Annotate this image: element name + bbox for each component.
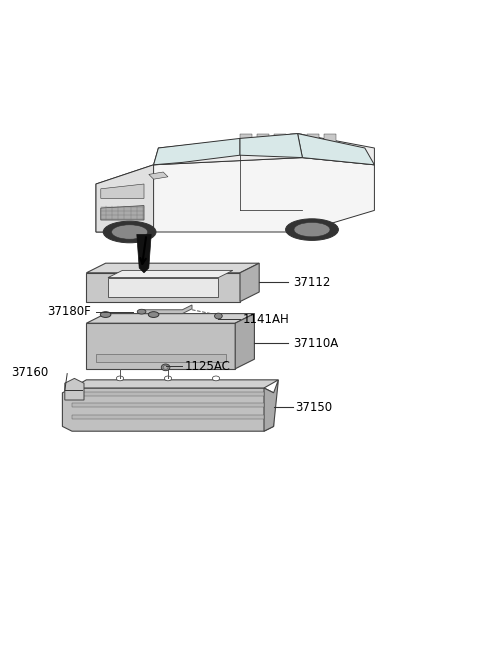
Polygon shape <box>144 305 192 314</box>
Polygon shape <box>72 380 278 388</box>
Ellipse shape <box>215 313 222 319</box>
Ellipse shape <box>100 312 111 318</box>
Polygon shape <box>154 138 240 165</box>
Ellipse shape <box>112 225 148 239</box>
Polygon shape <box>72 415 264 419</box>
Polygon shape <box>101 184 144 198</box>
Ellipse shape <box>294 222 330 237</box>
Polygon shape <box>72 392 264 396</box>
Polygon shape <box>149 172 168 179</box>
Polygon shape <box>72 403 264 407</box>
Polygon shape <box>257 134 269 150</box>
Polygon shape <box>307 134 319 150</box>
Polygon shape <box>86 323 235 369</box>
Ellipse shape <box>148 312 159 318</box>
Text: 1125AC: 1125AC <box>185 360 231 373</box>
Text: 37180F: 37180F <box>48 305 91 318</box>
Ellipse shape <box>286 219 338 240</box>
Polygon shape <box>96 157 374 232</box>
Text: 37110A: 37110A <box>293 337 338 350</box>
Polygon shape <box>137 234 151 273</box>
Polygon shape <box>96 165 154 232</box>
Ellipse shape <box>161 364 170 371</box>
Polygon shape <box>264 380 278 431</box>
Polygon shape <box>108 277 218 297</box>
Text: 37112: 37112 <box>293 276 330 289</box>
Polygon shape <box>235 314 254 369</box>
Polygon shape <box>101 205 144 220</box>
Text: 37150: 37150 <box>295 401 332 414</box>
Polygon shape <box>86 273 240 302</box>
Polygon shape <box>324 134 336 150</box>
Polygon shape <box>290 134 302 150</box>
Polygon shape <box>298 134 374 165</box>
Polygon shape <box>240 263 259 302</box>
Ellipse shape <box>103 221 156 243</box>
Polygon shape <box>274 134 286 150</box>
Ellipse shape <box>163 365 168 369</box>
Polygon shape <box>154 134 374 165</box>
Ellipse shape <box>117 376 124 380</box>
Ellipse shape <box>164 376 172 380</box>
Polygon shape <box>96 354 226 361</box>
Polygon shape <box>240 134 302 157</box>
Ellipse shape <box>137 309 146 314</box>
Text: 1141AH: 1141AH <box>242 313 289 326</box>
Ellipse shape <box>212 376 220 380</box>
Polygon shape <box>62 388 274 431</box>
Polygon shape <box>86 263 259 273</box>
Polygon shape <box>86 314 254 323</box>
Polygon shape <box>240 134 252 150</box>
Polygon shape <box>108 270 233 277</box>
Polygon shape <box>65 379 84 400</box>
Text: 37160: 37160 <box>11 365 48 379</box>
